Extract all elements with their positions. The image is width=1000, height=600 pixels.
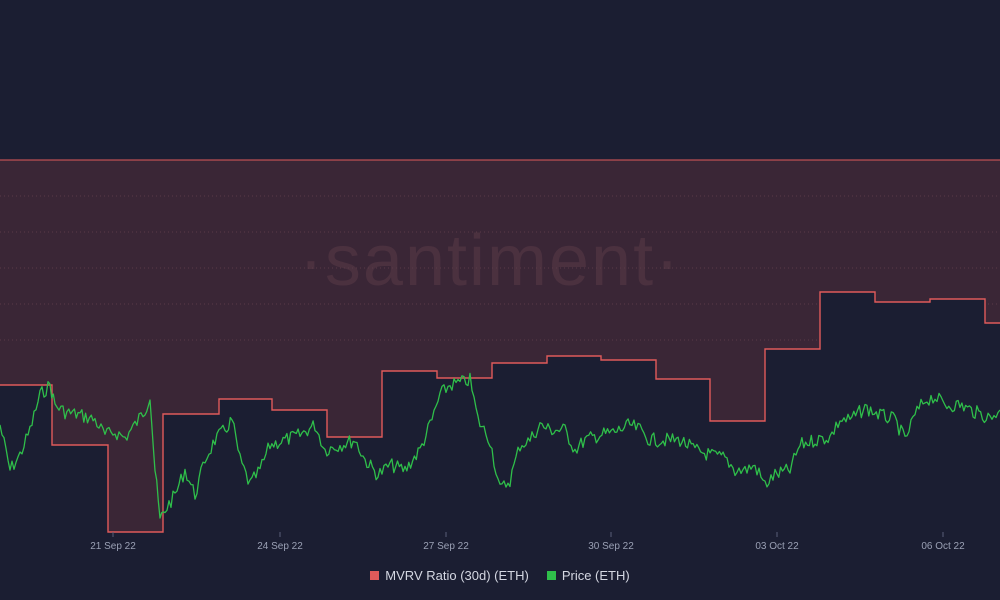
grid <box>0 195 1000 341</box>
mvrv-below-fill <box>0 292 1000 532</box>
price-line <box>0 372 1000 519</box>
mvrv-series <box>0 291 1000 533</box>
legend: MVRV Ratio (30d) (ETH) Price (ETH) <box>0 568 1000 583</box>
legend-swatch-price <box>546 571 556 580</box>
legend-swatch-mvrv <box>370 571 380 580</box>
mvrv-line <box>0 291 1000 533</box>
legend-item-price[interactable]: Price (ETH) <box>546 568 630 583</box>
x-tick-label: 27 Sep 22 <box>423 541 469 552</box>
x-tick-label: 21 Sep 22 <box>90 541 136 552</box>
x-tick-label: 24 Sep 22 <box>257 541 303 552</box>
legend-label-price: Price (ETH) <box>561 568 630 583</box>
x-tick-label: 03 Oct 22 <box>755 541 799 552</box>
x-tick-label: 06 Oct 22 <box>921 541 965 552</box>
x-axis: 21 Sep 22 24 Sep 22 27 Sep 22 30 Sep 22 03 O… <box>90 532 965 552</box>
x-tick-label: 30 Sep 22 <box>588 541 634 552</box>
legend-label-mvrv: MVRV Ratio (30d) (ETH) <box>385 568 529 583</box>
price-series <box>0 372 1000 519</box>
legend-item-mvrv[interactable]: MVRV Ratio (30d) (ETH) <box>370 568 529 583</box>
watermark-text: ·santiment· <box>299 221 681 301</box>
